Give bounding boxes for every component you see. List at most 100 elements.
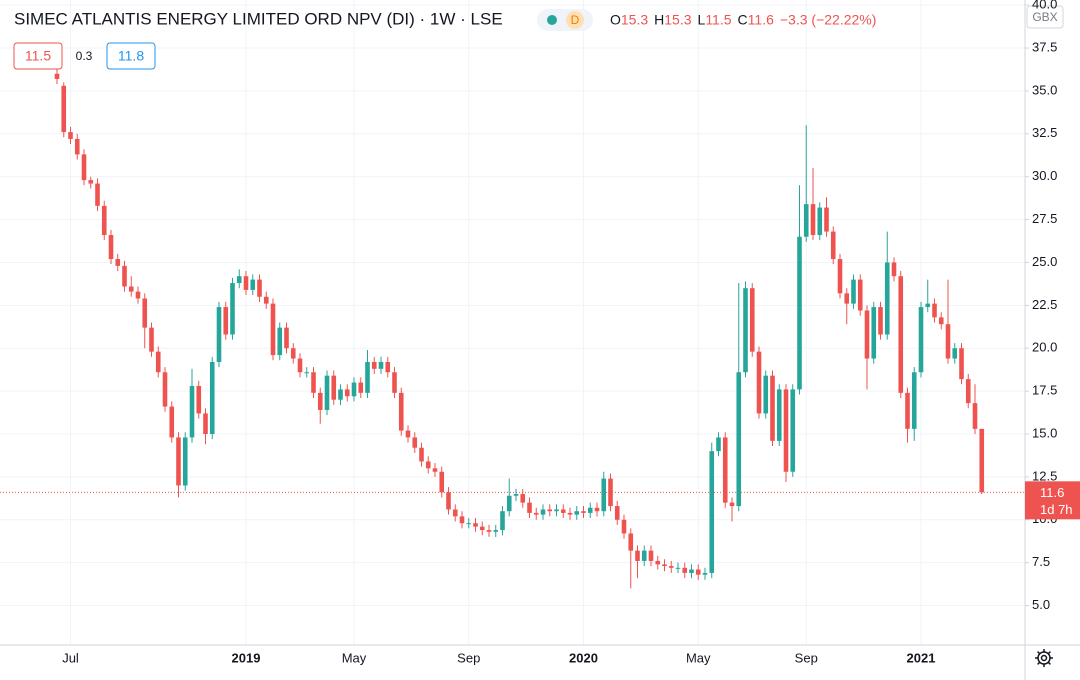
- candle-body: [560, 509, 566, 513]
- candle-body: [432, 468, 438, 472]
- candle-body: [446, 492, 451, 510]
- candle-body: [425, 461, 431, 469]
- spread: 0.3: [76, 49, 93, 63]
- candle-body: [189, 385, 195, 438]
- candle-body: [736, 372, 742, 507]
- candle-body: [371, 361, 377, 369]
- y-tick-label: 30.0: [1032, 168, 1057, 183]
- bid-box[interactable]: [13, 42, 63, 70]
- candle-body: [506, 495, 512, 512]
- candle-body: [223, 307, 229, 335]
- candle-body: [122, 265, 127, 287]
- y-tick-label: 22.5: [1032, 297, 1057, 312]
- candle-body: [290, 348, 296, 359]
- candle-body: [250, 279, 256, 290]
- candle-body: [918, 307, 924, 373]
- market-dot: [547, 15, 557, 25]
- candle-body: [655, 560, 661, 565]
- candle-body: [837, 259, 843, 294]
- candle-body: [722, 437, 728, 503]
- candle-body: [243, 276, 249, 290]
- candle-body: [263, 296, 269, 304]
- candle-body: [756, 351, 762, 414]
- candle-body: [311, 372, 316, 393]
- candle-body: [749, 288, 755, 352]
- candle-body: [614, 506, 620, 520]
- candle-body: [641, 550, 647, 561]
- candle-body: [972, 403, 978, 429]
- candle-body: [54, 73, 60, 79]
- candle-body: [128, 286, 134, 292]
- y-tick-label: 25.0: [1032, 254, 1057, 269]
- candle-body: [378, 361, 384, 369]
- ohlc-letter: L: [698, 12, 706, 28]
- ask-box[interactable]: [106, 42, 156, 70]
- candle-body: [419, 447, 424, 462]
- x-tick-label: May: [342, 650, 367, 665]
- candle-body: [459, 516, 465, 524]
- candle-body: [527, 502, 532, 513]
- y-tick-label: 27.5: [1032, 211, 1057, 226]
- ohlc-letter: H: [654, 12, 664, 28]
- candle-body: [203, 413, 208, 435]
- candle-body: [479, 526, 485, 531]
- candle-body: [743, 288, 748, 373]
- x-tick-label: May: [686, 650, 711, 665]
- candle-body: [803, 204, 809, 237]
- candle-body: [662, 564, 667, 567]
- candle-body: [439, 471, 445, 493]
- candle-body: [493, 530, 499, 532]
- candle-body: [135, 291, 141, 299]
- candle-body: [628, 533, 634, 551]
- candle-body: [959, 348, 964, 380]
- candle-body: [101, 205, 107, 236]
- candle-body: [668, 566, 674, 568]
- y-tick-label: 32.5: [1032, 125, 1057, 140]
- candle-body: [979, 428, 985, 493]
- ohlc-value: 11.6: [748, 12, 774, 28]
- candle-body: [938, 317, 944, 325]
- settings-icon[interactable]: [1035, 649, 1053, 667]
- y-tick-label: 7.5: [1032, 554, 1050, 569]
- candle-body: [331, 375, 337, 400]
- candle-body: [729, 502, 735, 507]
- grid: [0, 0, 1025, 645]
- y-tick-label: 35.0: [1032, 82, 1057, 97]
- candle-body: [965, 379, 971, 404]
- candle-body: [844, 293, 850, 304]
- candle-body: [695, 569, 701, 575]
- candle-body: [115, 259, 121, 266]
- ohlc-letter: O: [610, 12, 621, 28]
- candle-body: [891, 262, 897, 277]
- candle-body: [770, 375, 775, 441]
- candle-body: [520, 494, 526, 503]
- candle-body: [547, 509, 553, 512]
- candle-body: [554, 509, 559, 512]
- candle-body: [945, 324, 951, 359]
- candle-body: [905, 392, 910, 429]
- ohlc-value: 11.5: [705, 12, 731, 28]
- candle-body: [385, 361, 391, 373]
- candle-body: [540, 509, 546, 515]
- candle-body: [682, 567, 688, 573]
- candle-body: [533, 512, 539, 515]
- y-tick-label: 37.5: [1032, 39, 1057, 54]
- candle-body: [574, 511, 580, 515]
- x-tick-label: Jul: [62, 650, 79, 665]
- candle-body: [689, 569, 694, 573]
- y-tick-label: 12.5: [1032, 468, 1057, 483]
- candle-body: [925, 303, 931, 308]
- candle-body: [621, 519, 627, 534]
- candle-body: [709, 451, 715, 573]
- candle-body: [297, 358, 303, 373]
- candle-body: [344, 389, 350, 397]
- currency-box[interactable]: [1026, 5, 1064, 29]
- candle-body: [351, 382, 357, 397]
- candle-body: [74, 138, 80, 155]
- candle-body: [702, 572, 708, 575]
- x-tick-label: 2019: [232, 650, 261, 665]
- candle-body: [776, 389, 782, 441]
- bid: 11.5: [25, 48, 51, 64]
